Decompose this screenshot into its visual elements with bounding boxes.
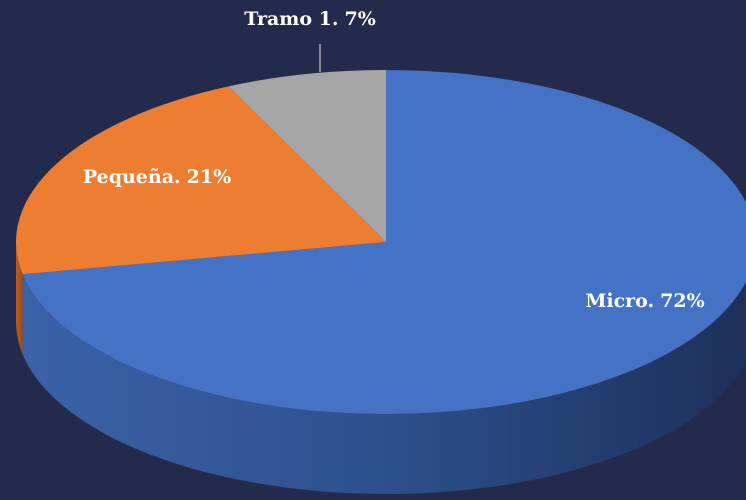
data-label: Pequeña. 21%	[83, 166, 231, 188]
pie-tops	[15, 70, 746, 414]
pie-side	[16, 242, 23, 355]
category-label: Tramo 1.	[244, 8, 338, 30]
data-label: Micro. 72%	[585, 290, 704, 312]
pie-side	[22, 274, 746, 494]
pie-slice	[15, 86, 387, 275]
value-label: 21%	[187, 166, 232, 188]
data-label: Tramo 1. 7%	[244, 8, 376, 30]
value-label: 7%	[345, 8, 376, 30]
pie-slice	[22, 70, 746, 414]
pie-slice	[228, 70, 386, 242]
pie-sides	[16, 242, 746, 494]
labels: Micro. 72% Pequeña. 21% Tramo 1. 7%	[83, 8, 705, 312]
category-label: Micro.	[585, 290, 654, 312]
category-label: Pequeña.	[83, 166, 181, 188]
value-label: 72%	[660, 290, 705, 312]
